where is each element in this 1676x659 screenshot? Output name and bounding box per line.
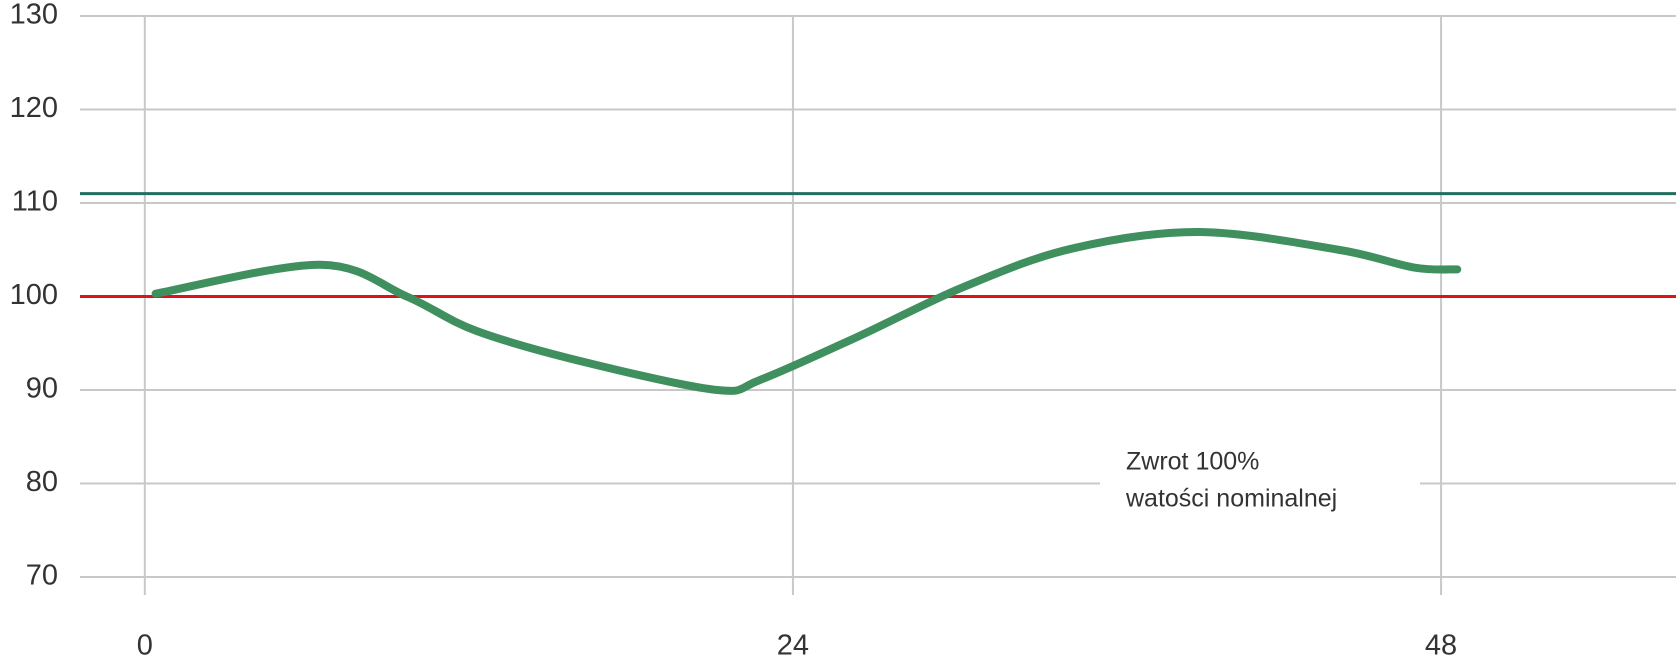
y-tick-label: 90 [26,373,58,405]
y-tick-label: 70 [26,560,58,592]
annotation-background [1100,440,1420,525]
y-tick-label: 130 [10,0,58,31]
series-line [151,227,1462,395]
x-tick-label: 48 [1425,630,1457,659]
y-tick-label: 80 [26,466,58,498]
x-tick-label: 0 [137,630,153,659]
y-tick-label: 110 [12,186,58,218]
annotation: Zwrot 100% [1126,448,1259,476]
annotation: watości nominalnej [1125,485,1337,513]
y-tick-label: 100 [10,279,58,311]
y-tick-label: 120 [10,92,58,124]
x-tick-label: 24 [777,630,809,659]
